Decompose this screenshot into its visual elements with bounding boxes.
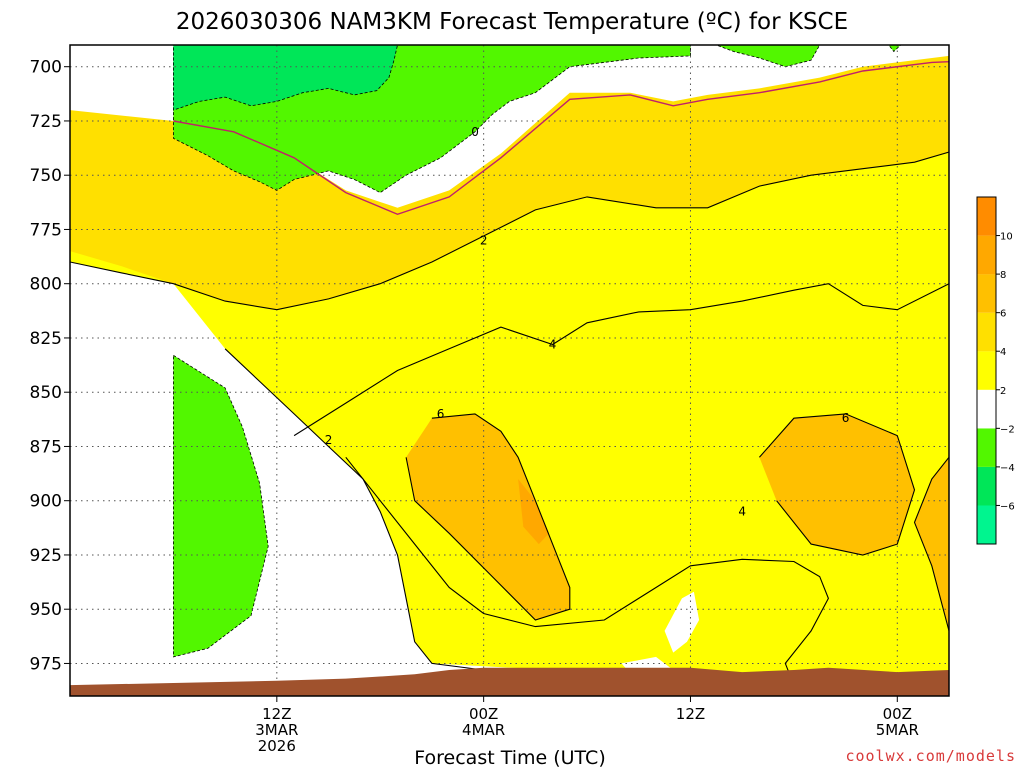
isotherm-line-2-2 [224, 348, 553, 671]
x-tick-label-6-2: 2026 [258, 737, 296, 755]
colorbar-label-5: −2 [1000, 424, 1015, 435]
credit-text: coolwx.com/models [845, 747, 1016, 765]
y-tick-label-875: 875 [30, 437, 62, 457]
isotherm-line-0-0 [173, 60, 949, 216]
y-tick-label-975: 975 [30, 654, 62, 674]
isotherm-label-5: 6 [437, 407, 445, 421]
isotherm-label-3: 4 [549, 337, 557, 351]
temp-band-c-8-10-8 [518, 479, 550, 545]
colorbar-legend: 10 8 6 4 2 −2 −4 −6 [976, 196, 1015, 545]
colorbar-bin-2 [977, 428, 996, 467]
temp-band-c-6-8-5 [914, 457, 949, 696]
colorbar-frame [976, 196, 997, 545]
y-tick-label-775: 775 [30, 220, 62, 240]
y-tick-label-700: 700 [30, 58, 62, 78]
colorbar-label-2: 6 [1000, 309, 1006, 320]
cold-region-3 [173, 354, 269, 658]
colorbar-bin-0 [977, 505, 996, 544]
x-tick-label-6-0: 12Z [262, 705, 291, 723]
isotherm-line-6-5 [405, 413, 571, 621]
isotherm-line-6-6 [758, 413, 916, 556]
colorbar-bin-8 [977, 197, 996, 236]
colorbar-bin-7 [977, 235, 996, 275]
colorbar-bin-4 [977, 351, 996, 390]
y-tick-label-925: 925 [30, 546, 62, 566]
isotherm-label-8: 8 [1014, 353, 1022, 367]
chart-title: 2026030306 NAM3KM Forecast Temperature (… [176, 9, 848, 35]
y-tick-label-900: 900 [30, 492, 62, 512]
isotherm-label-6: 6 [842, 411, 850, 425]
isotherm-lines: 0224466688810 [70, 60, 1024, 686]
colorbar-bin-1 [977, 466, 996, 506]
axes: 70072575077580082585087590092595097512Z3… [30, 58, 919, 755]
colorbar-label-0: 10 [1000, 232, 1013, 243]
colorbar-label-3: 4 [1000, 347, 1006, 358]
isotherm-line-2-1 [70, 151, 949, 311]
colorbar-bin-5 [977, 312, 996, 352]
plot-frame [69, 44, 950, 697]
cold-region-2 [173, 45, 398, 111]
y-tick-label-725: 725 [30, 112, 62, 132]
isotherm-label-1: 2 [480, 233, 488, 247]
isotherm-label-0: 0 [471, 125, 479, 139]
isotherm-label-2: 2 [325, 433, 333, 447]
y-tick-label-825: 825 [30, 329, 62, 349]
y-tick-label-950: 950 [30, 600, 62, 620]
x-axis-title: Forecast Time (UTC) [414, 747, 605, 768]
isotherm-line-6-7 [913, 456, 949, 632]
colorbar-label-6: −4 [1000, 463, 1015, 474]
x-tick-label-6-1: 3MAR [255, 721, 298, 739]
colorbar-bin-3 [977, 389, 996, 429]
terrain-ground [70, 667, 949, 696]
x-tick-label-30-0: 12Z [676, 705, 705, 723]
isotherm-label-4: 4 [738, 505, 746, 519]
grid-lines [70, 45, 949, 696]
temperature-shading [70, 45, 949, 696]
x-tick-label-42-0: 00Z [883, 705, 912, 723]
colorbar-label-7: −6 [1000, 501, 1015, 512]
temp-band-c-6-8-3 [406, 413, 570, 620]
colorbar-bin-6 [977, 274, 996, 313]
y-tick-label-800: 800 [30, 275, 62, 295]
x-tick-label-18-1: 4MAR [462, 721, 505, 739]
cold-region-5 [888, 45, 902, 53]
x-tick-label-18-0: 00Z [469, 705, 498, 723]
isotherm-line-8-10 [1009, 544, 1024, 642]
isotherm-line-4-4 [345, 456, 830, 686]
colorbar-label-1: 8 [1000, 270, 1006, 281]
colorbar-label-4: 2 [1000, 386, 1006, 397]
x-tick-label-42-1: 5MAR [876, 721, 919, 739]
isotherm-line-4-3 [293, 283, 949, 437]
y-tick-label-750: 750 [30, 166, 62, 186]
temp-band-c-6-8-4 [759, 413, 915, 555]
y-tick-label-850: 850 [30, 383, 62, 403]
